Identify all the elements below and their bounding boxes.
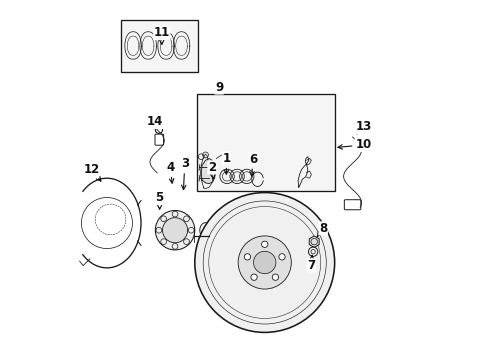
Circle shape — [238, 236, 291, 289]
Text: 3: 3 — [181, 157, 189, 190]
Text: 10: 10 — [338, 138, 371, 151]
Text: 5: 5 — [155, 192, 164, 209]
Circle shape — [209, 219, 244, 253]
Circle shape — [245, 254, 250, 260]
Text: 12: 12 — [83, 163, 101, 181]
Circle shape — [253, 251, 276, 274]
Text: 4: 4 — [166, 161, 174, 183]
Circle shape — [195, 193, 335, 332]
Text: 8: 8 — [317, 222, 327, 237]
Circle shape — [155, 211, 195, 250]
Text: 9: 9 — [215, 81, 223, 94]
Circle shape — [279, 254, 285, 260]
Circle shape — [224, 221, 229, 226]
Text: 6: 6 — [249, 153, 257, 176]
Circle shape — [272, 274, 278, 280]
Circle shape — [231, 243, 236, 248]
Bar — [196, 94, 335, 191]
Circle shape — [219, 228, 234, 243]
Text: 7: 7 — [307, 255, 316, 272]
Circle shape — [262, 241, 268, 247]
Polygon shape — [201, 158, 216, 184]
Text: 14: 14 — [147, 116, 163, 129]
Text: 13: 13 — [356, 121, 372, 134]
Circle shape — [236, 229, 241, 234]
Circle shape — [251, 274, 257, 280]
Bar — [122, 21, 198, 72]
Text: 2: 2 — [208, 161, 216, 179]
Circle shape — [163, 218, 188, 243]
Circle shape — [217, 243, 221, 248]
Circle shape — [212, 229, 217, 234]
Polygon shape — [309, 236, 319, 247]
Text: 11: 11 — [154, 27, 170, 44]
Text: 1: 1 — [222, 152, 230, 174]
